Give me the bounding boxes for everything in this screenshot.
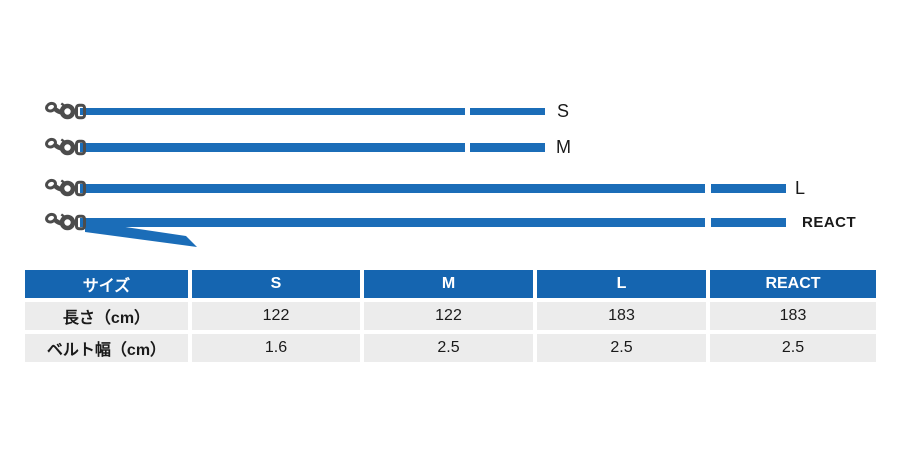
table-header-row: サイズ S M L REACT xyxy=(25,270,876,298)
table-cell: 2.5 xyxy=(537,334,706,362)
table-header-m: M xyxy=(364,270,533,298)
leash-row-m: M xyxy=(45,136,900,159)
leash-label: M xyxy=(556,137,571,157)
table-row-belt-width: ベルト幅（cm） 1.6 2.5 2.5 2.5 xyxy=(25,334,876,362)
leash-strap-segment xyxy=(470,108,545,115)
row-label-belt-width: ベルト幅（cm） xyxy=(25,334,188,362)
leash-row-s: S xyxy=(45,100,900,123)
snap-hook-icon xyxy=(45,177,86,200)
table-cell: 1.6 xyxy=(192,334,360,362)
table-header-react: REACT xyxy=(710,270,876,298)
leash-strap-segment xyxy=(80,108,465,115)
leash-strap-segment xyxy=(80,218,705,227)
react-extension-strap xyxy=(85,221,197,247)
leash-strap-segment xyxy=(711,218,786,227)
leash-row-l: L xyxy=(45,177,900,200)
table-cell: 183 xyxy=(537,302,706,330)
leash-label: REACT xyxy=(802,214,857,231)
size-table: サイズ S M L REACT 長さ（cm） 122 122 183 183 ベ… xyxy=(21,266,880,366)
table-header-s: S xyxy=(192,270,360,298)
leash-row-react: REACT xyxy=(45,211,900,234)
leash-strap-segment xyxy=(711,184,786,193)
table-header-size: サイズ xyxy=(25,270,188,298)
table-cell: 2.5 xyxy=(364,334,533,362)
leash-strap-segment xyxy=(80,184,705,193)
table-cell: 122 xyxy=(192,302,360,330)
table-cell: 2.5 xyxy=(710,334,876,362)
table-header-l: L xyxy=(537,270,706,298)
snap-hook-icon xyxy=(45,100,86,123)
table-row-length: 長さ（cm） 122 122 183 183 xyxy=(25,302,876,330)
leash-label: L xyxy=(795,178,806,198)
snap-hook-icon xyxy=(45,136,86,159)
leash-label: S xyxy=(557,101,570,121)
row-label-length: 長さ（cm） xyxy=(25,302,188,330)
leash-strap-segment xyxy=(470,143,545,152)
table-cell: 122 xyxy=(364,302,533,330)
snap-hook-icon xyxy=(45,211,86,234)
table-cell: 183 xyxy=(710,302,876,330)
leash-strap-segment xyxy=(80,143,465,152)
